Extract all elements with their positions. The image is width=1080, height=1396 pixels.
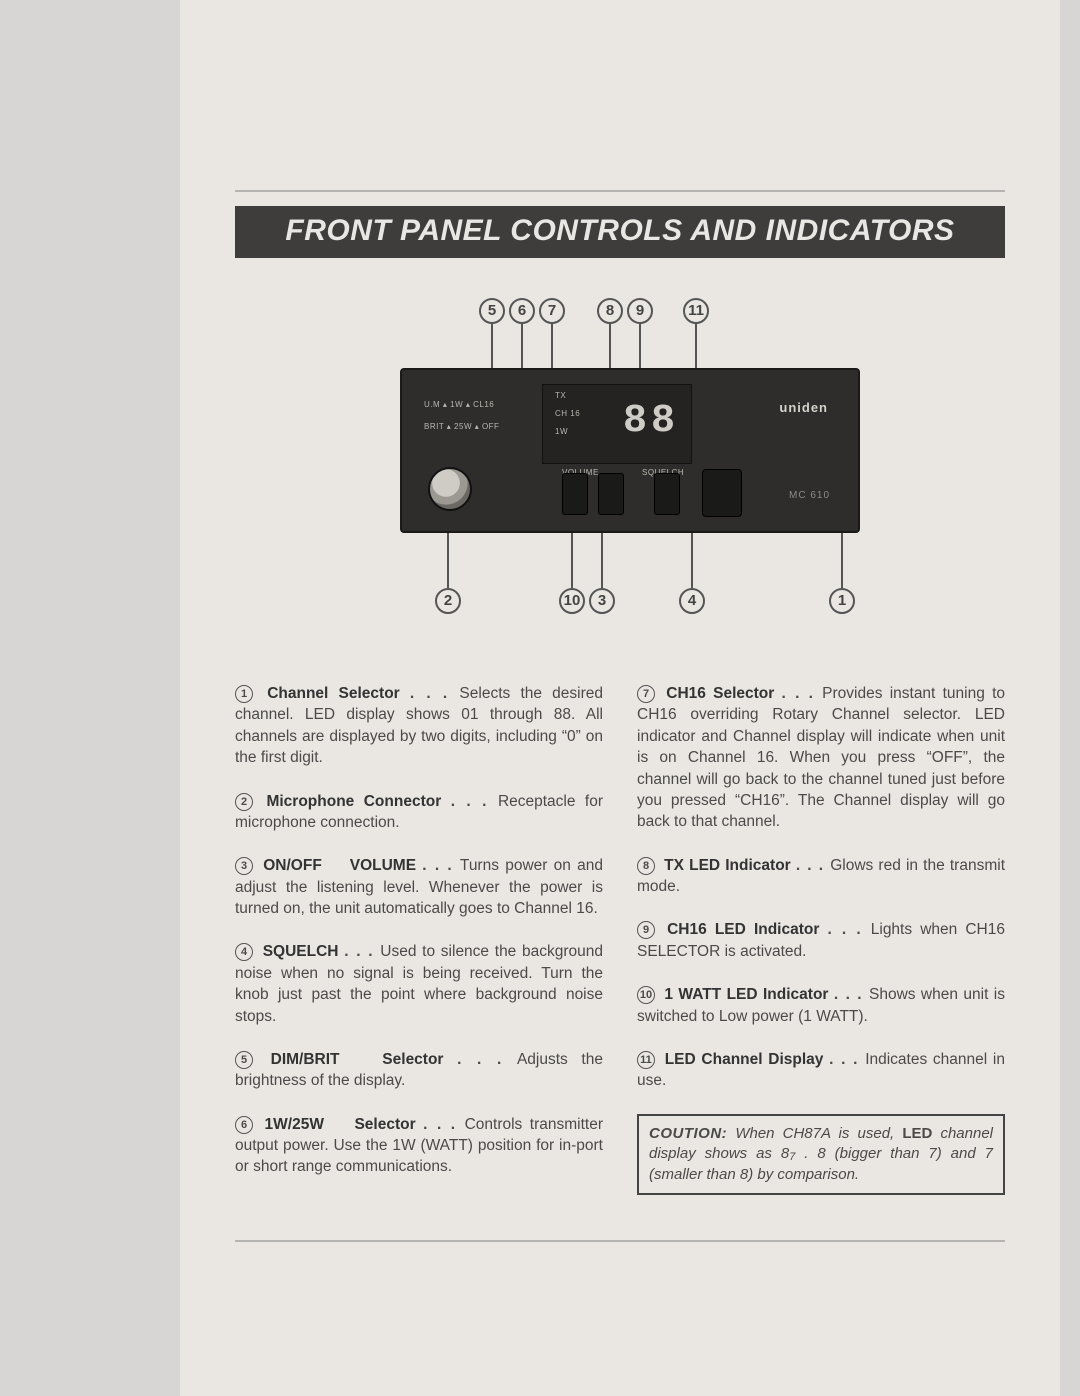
leader	[695, 324, 697, 368]
item-title: ON/OFF VOLUME	[263, 857, 416, 874]
item-title: DIM/BRIT Selector	[271, 1051, 444, 1068]
item-title: CH16 Selector	[666, 685, 774, 702]
item-5: 5 DIM/BRIT Selector . . . Adjusts the br…	[235, 1049, 603, 1092]
item-number: 8	[637, 857, 655, 875]
top-rule	[235, 190, 1005, 192]
dots: . . .	[451, 793, 498, 810]
item-number: 4	[235, 943, 253, 961]
right-column: 7 CH16 Selector . . . Provides instant t…	[637, 683, 1005, 1200]
item-11: 11 LED Channel Display . . . Indi­cates …	[637, 1049, 1005, 1092]
item-number: 2	[235, 793, 253, 811]
leader	[447, 533, 449, 588]
item-title: CH16 LED Indicator	[667, 921, 819, 938]
channel-digits: 88	[623, 399, 679, 444]
brand-label: uniden	[779, 400, 828, 415]
callout-3: 3	[589, 588, 615, 614]
label-1w: 1W	[555, 427, 568, 436]
knob-squelch-icon	[654, 473, 680, 515]
callout-1: 1	[829, 588, 855, 614]
dots: . . .	[423, 1116, 464, 1133]
dots: . . .	[782, 685, 823, 702]
leader	[491, 324, 493, 368]
leader	[639, 324, 641, 368]
leader	[571, 533, 573, 588]
item-number: 10	[637, 986, 655, 1004]
item-title: Channel Selector	[267, 685, 400, 702]
dots: . . .	[422, 857, 460, 874]
label-tx: TX	[555, 391, 566, 400]
callout-8: 8	[597, 298, 623, 324]
leader	[691, 533, 693, 588]
descriptions: 1 Channel Selector . . . Selects the des…	[235, 683, 1005, 1200]
item-number: 1	[235, 685, 253, 703]
label-brit-row: BRIT ▴ 25W ▴ OFF	[424, 422, 499, 431]
item-title: Microphone Connector	[266, 793, 441, 810]
callout-7: 7	[539, 298, 565, 324]
callout-10: 10	[559, 588, 585, 614]
model-label: MC 610	[789, 490, 830, 501]
front-panel-diagram: 5 6 7 8 9 11 U.M ▴ 1W ▴ CL16 BRIT ▴ 25W …	[340, 298, 900, 628]
lcd-screen: TX CH 16 1W 88	[542, 384, 692, 464]
callout-5: 5	[479, 298, 505, 324]
knob-icon	[598, 473, 624, 515]
caution-text: When CH87A is used,	[735, 1125, 902, 1142]
dots: . . .	[828, 921, 871, 938]
label-ch16: CH 16	[555, 409, 580, 418]
radio-device: U.M ▴ 1W ▴ CL16 BRIT ▴ 25W ▴ OFF TX CH 1…	[400, 368, 860, 533]
left-column: 1 Channel Selector . . . Selects the des…	[235, 683, 603, 1200]
label-um-row: U.M ▴ 1W ▴ CL16	[424, 400, 494, 409]
dots: . . .	[457, 1051, 517, 1068]
item-2: 2 Microphone Connector . . . Re­ceptacle…	[235, 791, 603, 834]
page-title: FRONT PANEL CONTROLS AND INDICATORS	[235, 206, 1005, 258]
leader	[551, 324, 553, 368]
item-title: TX LED Indicator	[664, 857, 791, 874]
item-4: 4 SQUELCH . . . Used to silence the back…	[235, 941, 603, 1027]
item-6: 6 1W/25W Selector . . . Controls transmi…	[235, 1114, 603, 1178]
dots: . . .	[410, 685, 460, 702]
item-title: SQUELCH	[263, 943, 339, 960]
caution-box: COUTION: When CH87A is used, LED channel…	[637, 1114, 1005, 1195]
dots: . . .	[344, 943, 380, 960]
item-number: 9	[637, 921, 655, 939]
knob-channel-icon	[702, 469, 742, 517]
leader	[601, 533, 603, 588]
item-title: 1W/25W Selector	[265, 1116, 416, 1133]
dots: . . .	[834, 986, 869, 1003]
item-number: 11	[637, 1051, 655, 1069]
caution-heading: COUTION:	[649, 1125, 727, 1142]
leader	[521, 324, 523, 368]
item-3: 3 ON/OFF VOLUME . . . Turns power on and…	[235, 855, 603, 919]
item-10: 10 1 WATT LED Indicator . . . Shows when…	[637, 984, 1005, 1027]
callout-2: 2	[435, 588, 461, 614]
item-number: 6	[235, 1116, 253, 1134]
leader	[609, 324, 611, 368]
callout-9: 9	[627, 298, 653, 324]
dots: . . .	[829, 1051, 865, 1068]
item-7: 7 CH16 Selector . . . Provides instant t…	[637, 683, 1005, 833]
callout-4: 4	[679, 588, 705, 614]
knob-volume-icon	[562, 473, 588, 515]
item-body: Provides instant tuning to CH16 overridi…	[637, 685, 1005, 830]
mic-connector-icon	[428, 467, 472, 511]
callout-11: 11	[683, 298, 709, 324]
item-8: 8 TX LED Indicator . . . Glows red in th…	[637, 855, 1005, 898]
caution-led: LED	[902, 1125, 932, 1142]
item-number: 7	[637, 685, 655, 703]
item-number: 3	[235, 857, 253, 875]
item-number: 5	[235, 1051, 253, 1069]
bottom-rule	[235, 1240, 1005, 1242]
item-9: 9 CH16 LED Indicator . . . Lights when C…	[637, 919, 1005, 962]
manual-page: FRONT PANEL CONTROLS AND INDICATORS 5 6 …	[180, 0, 1060, 1396]
leader	[841, 533, 843, 588]
callout-6: 6	[509, 298, 535, 324]
dots: . . .	[796, 857, 830, 874]
item-title: 1 WATT LED Indicator	[664, 986, 828, 1003]
item-title: LED Channel Display	[665, 1051, 824, 1068]
item-1: 1 Channel Selector . . . Selects the des…	[235, 683, 603, 769]
